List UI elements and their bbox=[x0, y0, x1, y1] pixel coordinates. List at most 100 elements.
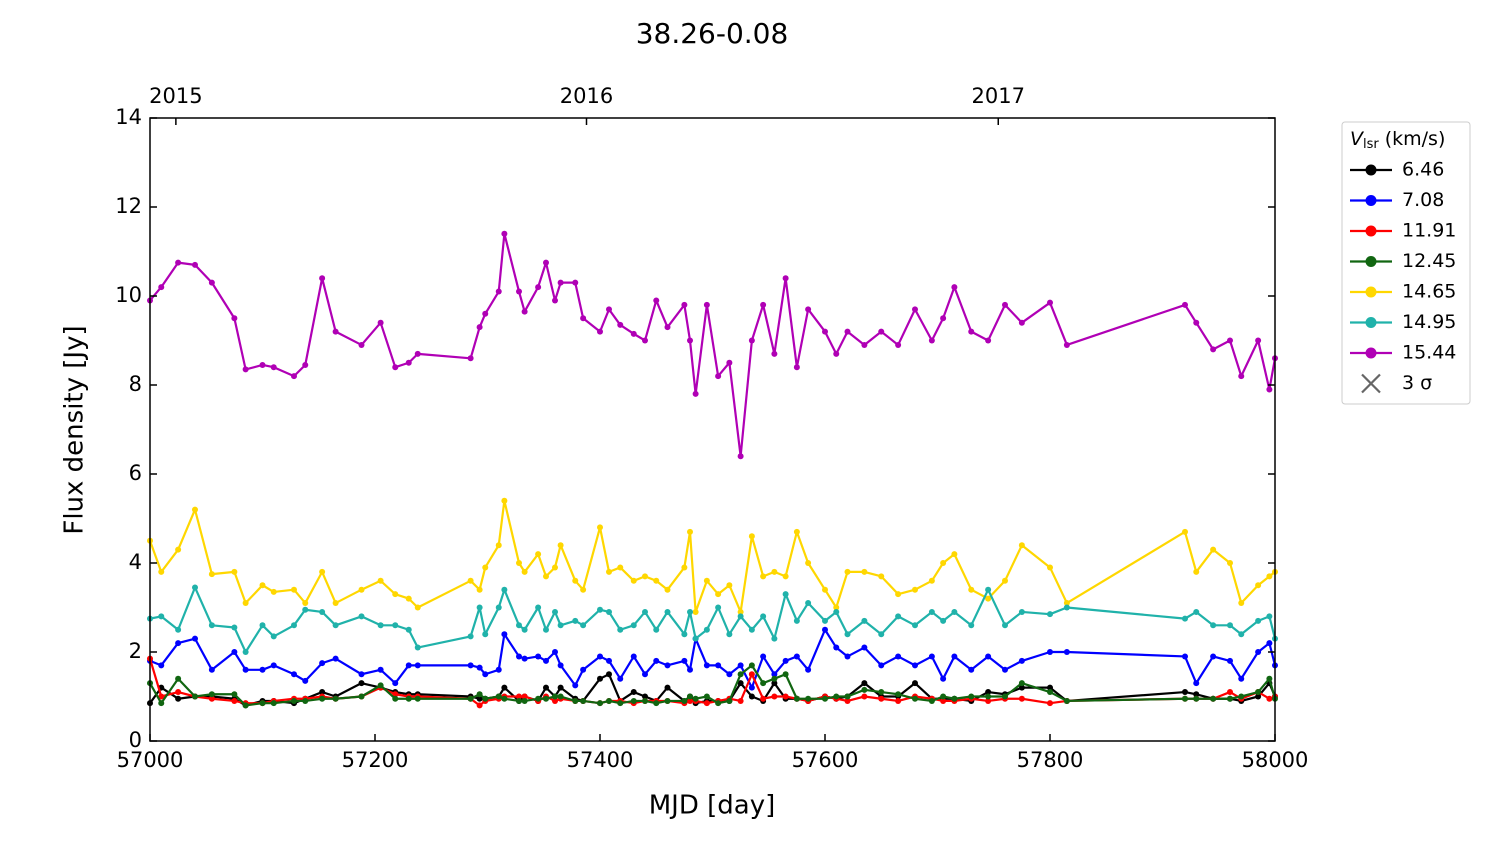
data-point bbox=[377, 666, 384, 673]
data-point bbox=[771, 635, 778, 642]
data-point bbox=[681, 564, 688, 571]
data-point bbox=[664, 608, 671, 615]
data-point bbox=[1210, 653, 1217, 660]
data-point bbox=[912, 680, 918, 687]
data-point bbox=[861, 617, 868, 624]
data-point bbox=[617, 626, 624, 633]
data-point bbox=[1255, 689, 1262, 696]
y-tick-label: 4 bbox=[129, 550, 142, 574]
data-point bbox=[703, 301, 710, 308]
data-point bbox=[572, 697, 579, 704]
data-point bbox=[822, 586, 828, 593]
data-point bbox=[495, 288, 502, 295]
data-point bbox=[760, 613, 767, 620]
data-point bbox=[726, 582, 733, 589]
data-point bbox=[940, 560, 947, 566]
data-point bbox=[737, 662, 744, 669]
data-point bbox=[1266, 640, 1273, 647]
data-point bbox=[158, 284, 165, 291]
data-point bbox=[572, 279, 579, 286]
data-point bbox=[208, 622, 215, 629]
data-point bbox=[822, 328, 828, 335]
data-point bbox=[822, 695, 828, 702]
data-point bbox=[597, 606, 603, 613]
data-point bbox=[495, 693, 502, 700]
data-point bbox=[231, 649, 238, 655]
data-point bbox=[319, 608, 326, 615]
data-point bbox=[1018, 319, 1025, 326]
data-point bbox=[715, 604, 722, 611]
data-point bbox=[1193, 568, 1200, 575]
data-point bbox=[1182, 301, 1188, 308]
data-point bbox=[726, 631, 733, 638]
data-point bbox=[580, 622, 587, 629]
data-point bbox=[895, 613, 902, 620]
data-point bbox=[242, 666, 249, 673]
data-point bbox=[692, 695, 699, 702]
data-point bbox=[291, 671, 297, 678]
data-point bbox=[597, 653, 603, 660]
data-point bbox=[1182, 528, 1188, 535]
data-point bbox=[771, 350, 778, 357]
x-tick-label: 57000 bbox=[117, 748, 184, 772]
x-axis-label: MJD [day] bbox=[649, 791, 776, 821]
data-point bbox=[414, 662, 421, 669]
data-point bbox=[242, 702, 249, 709]
data-point bbox=[521, 693, 528, 700]
data-point bbox=[771, 693, 778, 700]
data-point bbox=[516, 653, 522, 660]
legend-marker bbox=[1365, 164, 1377, 176]
plot-area bbox=[147, 230, 1278, 709]
data-point bbox=[572, 577, 579, 584]
data-point bbox=[760, 301, 767, 308]
data-point bbox=[985, 337, 992, 344]
data-point bbox=[782, 591, 789, 598]
legend-title-symbol: V bbox=[1350, 128, 1365, 150]
data-point bbox=[414, 644, 421, 651]
data-point bbox=[535, 695, 542, 702]
data-point bbox=[208, 666, 215, 673]
data-point bbox=[392, 695, 399, 702]
data-point bbox=[377, 577, 384, 584]
data-point bbox=[703, 693, 710, 700]
data-point bbox=[597, 328, 603, 335]
data-point bbox=[968, 328, 975, 335]
data-point bbox=[208, 571, 215, 578]
data-point bbox=[1255, 337, 1262, 344]
legend-title-unit: (km/s) bbox=[1385, 128, 1446, 150]
data-point bbox=[358, 671, 365, 678]
data-point bbox=[861, 686, 868, 693]
data-point bbox=[501, 586, 508, 593]
legend-marker bbox=[1365, 347, 1377, 359]
data-point bbox=[1255, 617, 1262, 624]
data-point bbox=[1063, 697, 1070, 704]
data-point bbox=[687, 697, 693, 704]
data-point bbox=[878, 662, 885, 669]
data-point bbox=[793, 617, 800, 624]
data-point bbox=[895, 591, 902, 598]
data-point bbox=[940, 675, 947, 682]
data-point bbox=[1047, 299, 1053, 306]
data-point bbox=[1063, 649, 1070, 655]
data-point bbox=[158, 613, 165, 620]
data-point bbox=[642, 573, 648, 580]
data-point bbox=[358, 680, 365, 687]
data-point bbox=[844, 568, 851, 575]
data-point bbox=[844, 693, 851, 700]
data-point bbox=[1047, 611, 1053, 618]
data-point bbox=[1063, 600, 1070, 607]
data-point bbox=[805, 306, 812, 313]
data-point bbox=[332, 600, 339, 607]
data-point bbox=[895, 691, 902, 698]
data-point bbox=[1238, 675, 1245, 682]
data-point bbox=[1018, 695, 1025, 702]
data-point bbox=[467, 355, 474, 362]
data-point bbox=[405, 695, 412, 702]
data-point bbox=[175, 689, 182, 696]
data-point bbox=[332, 622, 339, 629]
data-point bbox=[664, 684, 671, 691]
data-point bbox=[332, 328, 339, 335]
data-point bbox=[1063, 604, 1070, 611]
data-point bbox=[302, 600, 309, 607]
data-point bbox=[192, 635, 198, 642]
